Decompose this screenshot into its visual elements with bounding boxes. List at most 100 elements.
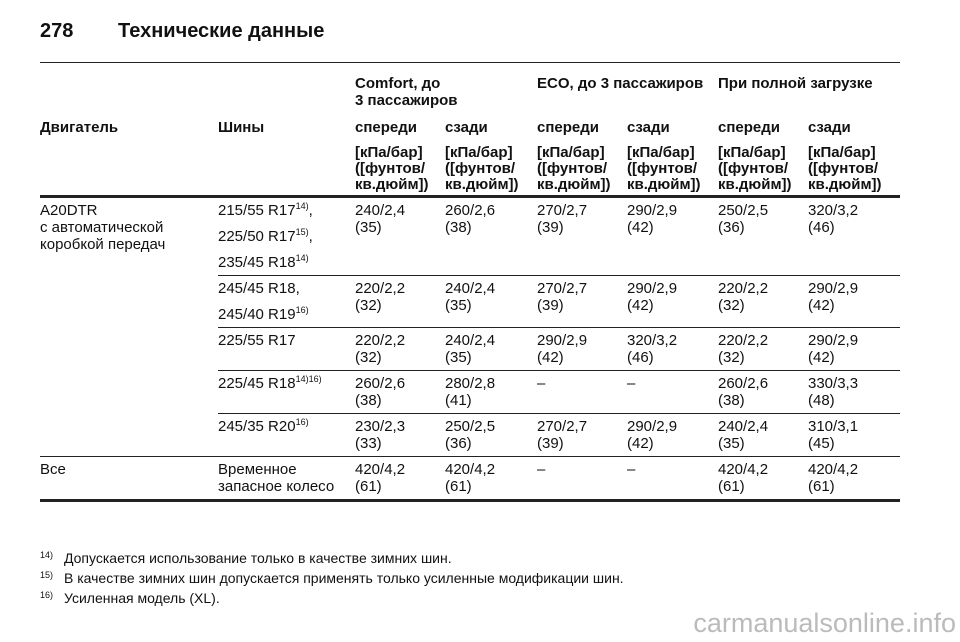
value: (61) xyxy=(808,477,835,495)
footnotes: 14) Допускается использование только в ка… xyxy=(40,548,624,608)
value-cell: 220/2,2 (32) xyxy=(718,326,808,370)
value: 260/2,6 xyxy=(355,374,406,392)
data-row: Все Временное запасное колесо 420/4,2 (61) 4… xyxy=(40,455,900,500)
value: 250/2,5 xyxy=(445,417,496,435)
column-header: Двигатель xyxy=(40,118,119,136)
value-cell: 230/2,3 (33) xyxy=(355,412,445,456)
tires: 215/55 R1714), 225/50 R1715), 235/45 R1814… xyxy=(218,196,355,275)
value: 290/2,9 xyxy=(537,331,588,349)
tire-size: Временное запасное колесо xyxy=(218,460,335,495)
value: 420/4,2 xyxy=(445,460,496,478)
column-header: Шины xyxy=(218,118,265,136)
value: (42) xyxy=(808,296,835,314)
tire-size: 225/45 R18 xyxy=(218,374,296,392)
cell xyxy=(40,141,355,197)
tires: 225/55 R17 xyxy=(218,326,355,370)
value: (42) xyxy=(627,296,654,314)
tire-tail: , xyxy=(308,227,313,245)
tire: 225/45 R1814)16) xyxy=(218,374,355,392)
group-header: При полной загрузке xyxy=(718,75,873,92)
column-header: сзади xyxy=(627,118,670,136)
value-cell: 260/2,6 (38) xyxy=(355,369,445,413)
value: (42) xyxy=(627,434,654,452)
footnote: 14) Допускается использование только в ка… xyxy=(40,548,624,568)
value-cell: 270/2,7 (39) xyxy=(537,274,627,327)
value: (45) xyxy=(808,434,835,452)
page-title: Технические данные xyxy=(118,20,325,42)
engine: Все xyxy=(40,455,218,500)
tire: 245/35 R2016) xyxy=(218,416,355,435)
header-row: Двигатель Шины спереди сзади спереди сзади спе… xyxy=(40,113,900,141)
value: 420/4,2 xyxy=(355,460,406,478)
value: (38) xyxy=(718,391,745,409)
value: (32) xyxy=(355,348,382,366)
unit-header: [кПа/бар] ([фунтов/ кв.дюйм]) xyxy=(808,143,882,193)
value: (35) xyxy=(355,218,382,236)
footnote: 15) В качестве зимних шин допускается при… xyxy=(40,568,624,588)
value: 240/2,4 xyxy=(718,417,769,435)
value: 280/2,8 xyxy=(445,374,496,392)
column-header: спереди xyxy=(355,118,417,136)
value-cell: 270/2,7 (39) xyxy=(537,196,627,275)
column-header: спереди xyxy=(537,118,599,136)
value: 260/2,6 xyxy=(445,201,496,219)
tire-size: 225/50 R17 xyxy=(218,227,296,245)
unit-row: [кПа/бар] ([фунтов/ кв.дюйм]) [кПа/бар] (… xyxy=(40,141,900,197)
value: 240/2,4 xyxy=(355,201,406,219)
tire-size: 245/45 R18, xyxy=(218,279,300,297)
value-cell: – xyxy=(627,369,718,413)
value: (61) xyxy=(355,477,382,495)
value-cell: 320/3,2 (46) xyxy=(627,326,718,370)
value: 270/2,7 xyxy=(537,417,588,435)
data-row: A20DTR с автоматической коробкой передач… xyxy=(40,196,900,275)
tires: 245/35 R2016) xyxy=(218,412,355,456)
value-cell: 290/2,9 (42) xyxy=(808,326,900,370)
footnote-text: Допускается использование только в качес… xyxy=(64,550,452,566)
footnote-text: В качестве зимних шин допускается примен… xyxy=(64,570,624,586)
value: 250/2,5 xyxy=(718,201,769,219)
column-header: сзади xyxy=(445,118,488,136)
value: (32) xyxy=(355,296,382,314)
value: (46) xyxy=(627,348,654,366)
value: (36) xyxy=(445,434,472,452)
data-row: 245/35 R2016) 230/2,3 (33) 250/2,5 (36) 270/2… xyxy=(40,412,900,456)
value: (35) xyxy=(445,296,472,314)
value: – xyxy=(537,460,546,478)
value: 240/2,4 xyxy=(445,279,496,297)
value: (42) xyxy=(627,218,654,236)
footnote-ref: 14) xyxy=(295,200,309,211)
tire: 225/50 R1715), xyxy=(218,227,355,245)
value-cell: 420/4,2 (61) xyxy=(808,455,900,500)
tire: 215/55 R1714), xyxy=(218,200,355,219)
unit-header: [кПа/бар] ([фунтов/ кв.дюйм]) xyxy=(718,143,792,193)
tire-size: 245/40 R19 xyxy=(218,305,296,323)
value: 330/3,3 xyxy=(808,374,859,392)
footnote-mark: 15) xyxy=(40,570,54,580)
value: 220/2,2 xyxy=(355,331,406,349)
footnote-ref: 16) xyxy=(295,416,309,427)
value: 260/2,6 xyxy=(718,374,769,392)
value-cell: 420/4,2 (61) xyxy=(355,455,445,500)
value: (39) xyxy=(537,434,564,452)
tire: 245/40 R1916) xyxy=(218,304,355,323)
value-cell: 260/2,6 (38) xyxy=(445,196,537,275)
value-cell: 280/2,8 (41) xyxy=(445,369,537,413)
value-cell: 420/4,2 (61) xyxy=(445,455,537,500)
data-row: 245/45 R18, 245/40 R1916) 220/2,2 (32) 240/2… xyxy=(40,274,900,327)
footnote-mark: 16) xyxy=(40,590,54,600)
value-cell: 290/2,9 (42) xyxy=(627,274,718,327)
value: (61) xyxy=(445,477,472,495)
value: (42) xyxy=(537,348,564,366)
tires: 225/45 R1814)16) xyxy=(218,369,355,413)
pressure-table: Comfort, до 3 пассажиров ECO, до 3 пассаж… xyxy=(40,62,900,502)
value: (41) xyxy=(445,391,472,409)
tires: Временное запасное колесо xyxy=(218,455,355,500)
footnote-ref: 14) xyxy=(295,252,309,263)
value: (42) xyxy=(808,348,835,366)
tire-size: 225/55 R17 xyxy=(218,331,296,349)
value: 290/2,9 xyxy=(627,279,678,297)
value: (39) xyxy=(537,218,564,236)
footnote-ref: 16) xyxy=(295,304,309,315)
value-cell: 330/3,3 (48) xyxy=(808,369,900,413)
